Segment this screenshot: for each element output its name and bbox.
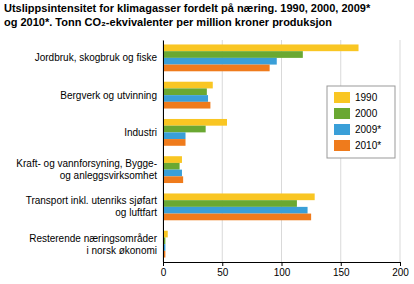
tick: 0 [161, 262, 167, 278]
bar [163, 132, 186, 139]
bar [163, 126, 206, 133]
grid-line [163, 40, 164, 262]
bar [163, 82, 213, 89]
tick: Bergverk og utvinning [60, 90, 157, 101]
tick-mark [222, 262, 223, 266]
tick-mark [163, 262, 164, 266]
tick: Transport inkl. utenriks sjøfartog luftf… [26, 195, 158, 218]
bar [163, 44, 359, 51]
legend-label: 2009* [355, 124, 381, 135]
chart: Utslippsintensitet for klimagasser forde… [0, 0, 414, 284]
label-line: Industri [124, 127, 157, 138]
bar [163, 176, 183, 183]
tick-label: 200 [392, 267, 409, 278]
tick: Industri [124, 127, 157, 138]
y-axis-line [163, 41, 164, 263]
bar [163, 102, 210, 109]
tick: Resterende næringsområderi norsk økonomi [29, 233, 158, 256]
legend-swatch [334, 124, 350, 135]
title-group: Utslippsintensitet for klimagasser forde… [4, 2, 371, 28]
legend-label: 2000 [355, 108, 378, 119]
grid-line [222, 40, 223, 262]
legend-label: 1990 [355, 92, 378, 103]
tick-label: 100 [274, 267, 291, 278]
tick-mark [400, 262, 401, 266]
category-label: Bergverk og utvinning [60, 90, 157, 101]
tick: 50 [217, 262, 229, 278]
tick: 200 [392, 262, 409, 278]
legend: 1990 2000 2009* 2010* [327, 86, 395, 158]
bar [163, 51, 303, 58]
bar [163, 193, 315, 200]
legend-box [327, 86, 395, 158]
y-axis: Jordbruk, skogbruk og fiske Bergverk og u… [16, 41, 163, 263]
grid-line [281, 40, 282, 262]
tick-mark [341, 262, 342, 266]
category-label: Transport inkl. utenriks sjøfartog luftf… [26, 195, 158, 218]
bar [163, 139, 186, 146]
label-line: Kraft- og vannforsyning, Bygge- [16, 158, 157, 169]
bar [163, 200, 297, 207]
label-line: og luftfart [115, 207, 157, 218]
bar [163, 119, 227, 126]
category-label: Kraft- og vannforsyning, Bygge-og anlegg… [16, 158, 157, 181]
tick-mark [282, 262, 283, 266]
bar [163, 156, 182, 163]
label-line: Jordbruk, skogbruk og fiske [35, 52, 158, 63]
title: Utslippsintensitet for klimagasser forde… [4, 2, 371, 14]
tick: Kraft- og vannforsyning, Bygge-og anlegg… [16, 158, 157, 181]
label-line: Transport inkl. utenriks sjøfart [26, 195, 158, 206]
bar [163, 65, 270, 72]
title: og 2010*. Tonn CO₂-ekvivalenter per mill… [4, 16, 332, 28]
grid [163, 40, 400, 262]
bar [163, 58, 277, 65]
grid-line [400, 40, 401, 262]
bar [163, 88, 207, 95]
label-line: Resterende næringsområder [29, 233, 158, 244]
legend-label: 2010* [355, 140, 381, 151]
tick-label: 150 [333, 267, 350, 278]
legend-swatch [334, 140, 350, 151]
category-label: Industri [124, 127, 157, 138]
category-label: Resterende næringsområderi norsk økonomi [29, 233, 158, 256]
label-line: Bergverk og utvinning [60, 90, 157, 101]
category-label: Jordbruk, skogbruk og fiske [35, 52, 158, 63]
tick-label: 50 [217, 267, 229, 278]
legend-swatch [334, 92, 350, 103]
label-line: og anleggsvirksomhet [60, 170, 157, 181]
label-line: i norsk økonomi [86, 245, 157, 256]
bar [163, 95, 208, 102]
tick: Jordbruk, skogbruk og fiske [35, 52, 158, 63]
x-axis-line [164, 263, 401, 267]
bar [163, 170, 182, 177]
tick: 100 [274, 262, 291, 278]
legend-swatch [334, 108, 350, 119]
tick-label: 0 [161, 267, 167, 278]
bar [163, 207, 308, 214]
x-axis: 0 50 100 150 200 [161, 262, 410, 278]
tick: 150 [333, 262, 350, 278]
bar [163, 214, 311, 221]
bar [163, 163, 180, 170]
